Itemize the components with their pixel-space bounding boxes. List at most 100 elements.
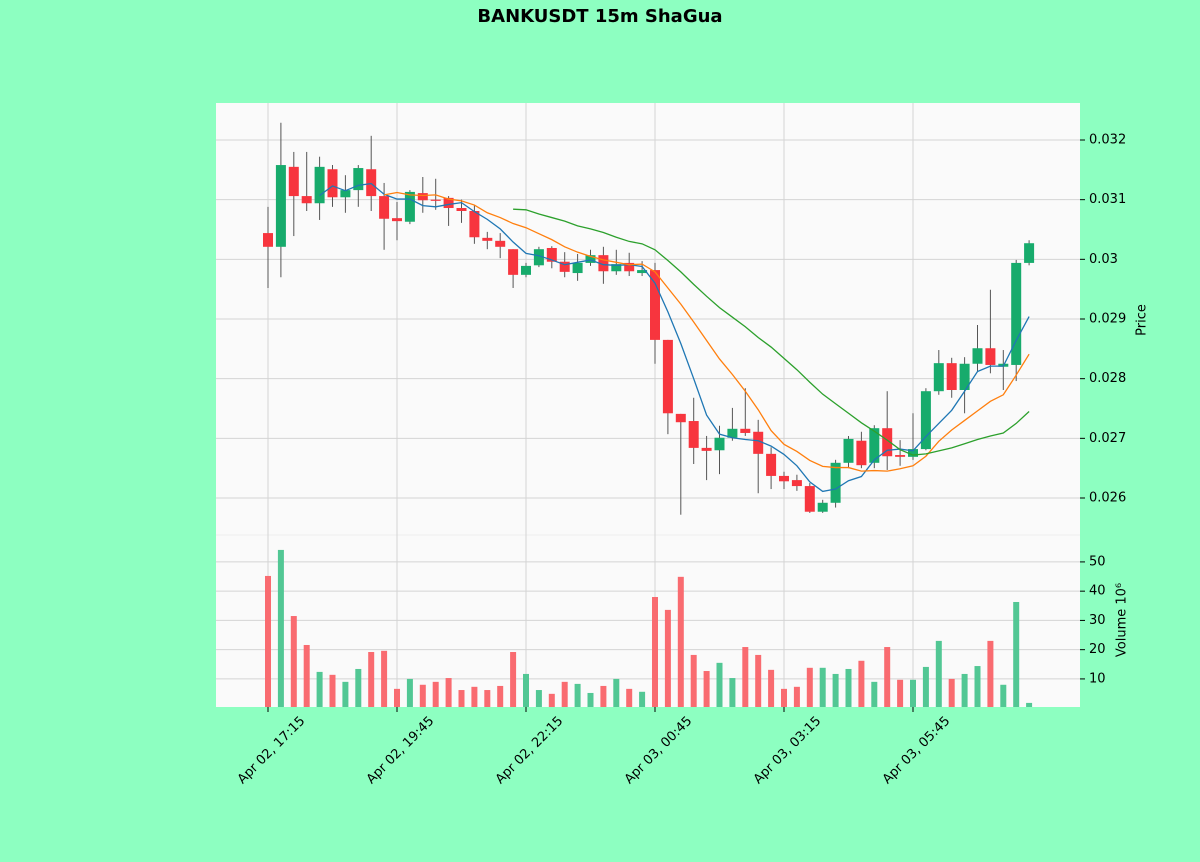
volume-bar (793, 686, 800, 707)
plot-background (216, 103, 1080, 707)
volume-tick-label: 40 (1089, 584, 1106, 599)
candle-body (340, 190, 351, 198)
candle-body (404, 191, 415, 222)
candle-body (637, 270, 648, 274)
volume-bar (303, 644, 310, 707)
candle-body (920, 391, 931, 450)
volume-bar (677, 576, 684, 707)
volume-bar (510, 652, 517, 707)
volume-bar (781, 688, 787, 707)
volume-bar (381, 650, 388, 707)
volume-bar (806, 667, 813, 707)
moving-average-line (319, 182, 1030, 493)
candle-body (379, 196, 390, 219)
volume-tick-label: 10 (1089, 671, 1106, 686)
chart-title: BANKUSDT 15m ShaGua (477, 6, 722, 27)
volume-bar (664, 609, 671, 707)
candle-body (791, 480, 802, 487)
candle-body (882, 428, 893, 457)
candle-body (559, 261, 570, 272)
candle-body (598, 255, 609, 272)
volume-bar (897, 679, 904, 707)
candle-body (908, 449, 918, 457)
candle-body (624, 262, 635, 272)
volume-bar (755, 654, 762, 707)
x-tick-label: Apr 03, 03:15 (751, 714, 824, 787)
volume-bar (987, 640, 994, 707)
volume-bar (858, 660, 865, 707)
volume-tick-label: 50 (1089, 554, 1106, 569)
volume-bar (729, 678, 736, 707)
volume-bar (355, 668, 362, 707)
candle-body (1024, 243, 1035, 263)
candle-body (508, 249, 519, 275)
volume-bar (690, 654, 697, 707)
candle-body (869, 428, 880, 463)
volume-bar (974, 666, 981, 707)
volume-bar (871, 681, 878, 707)
volume-bar (587, 692, 594, 707)
candle-body (314, 166, 325, 204)
volume-bar (342, 681, 349, 707)
x-tick-label: Apr 02, 22:15 (493, 714, 566, 787)
volume-bar (561, 681, 568, 707)
volume-bar (290, 616, 297, 707)
volume-bar (574, 683, 581, 707)
candle-body (830, 462, 841, 503)
candle-body (585, 255, 596, 263)
candle-body (482, 237, 493, 241)
candle-body (766, 453, 777, 476)
volume-bar (484, 690, 491, 707)
x-tick-label: Apr 02, 19:45 (364, 714, 437, 787)
x-tick-label: Apr 03, 00:45 (622, 714, 695, 787)
volume-bar (742, 647, 749, 707)
volume-bar (613, 678, 620, 707)
candle-body (972, 348, 983, 364)
volume-bar (922, 666, 929, 707)
candle-body (417, 193, 428, 201)
candle-body (740, 428, 751, 433)
volume-bar (497, 685, 504, 707)
candle-body (843, 438, 854, 463)
volume-bar (329, 674, 336, 707)
candle-body (933, 363, 944, 392)
candle-body (533, 249, 544, 266)
candle-body (392, 218, 402, 222)
candle-body (263, 233, 273, 247)
y-tick-label: 0.027 (1089, 431, 1126, 446)
volume-bar (819, 667, 826, 707)
volume-bar (458, 690, 465, 707)
candle-body (959, 363, 970, 391)
candle-body (688, 421, 699, 448)
volume-bar (961, 673, 968, 707)
y-tick-label: 0.03 (1089, 252, 1118, 267)
volume-tick-label: 30 (1089, 613, 1106, 628)
volume-bar (639, 691, 646, 707)
x-tick-label: Apr 03, 05:45 (880, 714, 953, 787)
y-tick-label: 0.031 (1089, 192, 1126, 207)
candle-body (1011, 262, 1022, 365)
candle-body (301, 196, 312, 204)
candle-body (495, 240, 506, 247)
volume-tick-label: 20 (1089, 642, 1106, 657)
candle-body (804, 486, 815, 512)
volume-bar (935, 640, 942, 707)
volume-bar (535, 690, 542, 707)
volume-bar (471, 686, 478, 707)
candle-body (456, 208, 467, 211)
candle-body (546, 247, 557, 262)
volume-bar (768, 669, 775, 707)
volume-bar (368, 652, 375, 707)
volume-bar (703, 671, 710, 707)
volume-bar (600, 685, 607, 707)
volume-bar (652, 597, 658, 707)
volume-bar (548, 693, 555, 707)
candle-body (469, 211, 480, 238)
candle-body (288, 166, 299, 197)
volume-bar (445, 678, 452, 707)
candle-body (675, 413, 686, 423)
volume-bar (432, 681, 439, 707)
candle-body (817, 502, 828, 512)
volume-bar (1013, 601, 1020, 707)
